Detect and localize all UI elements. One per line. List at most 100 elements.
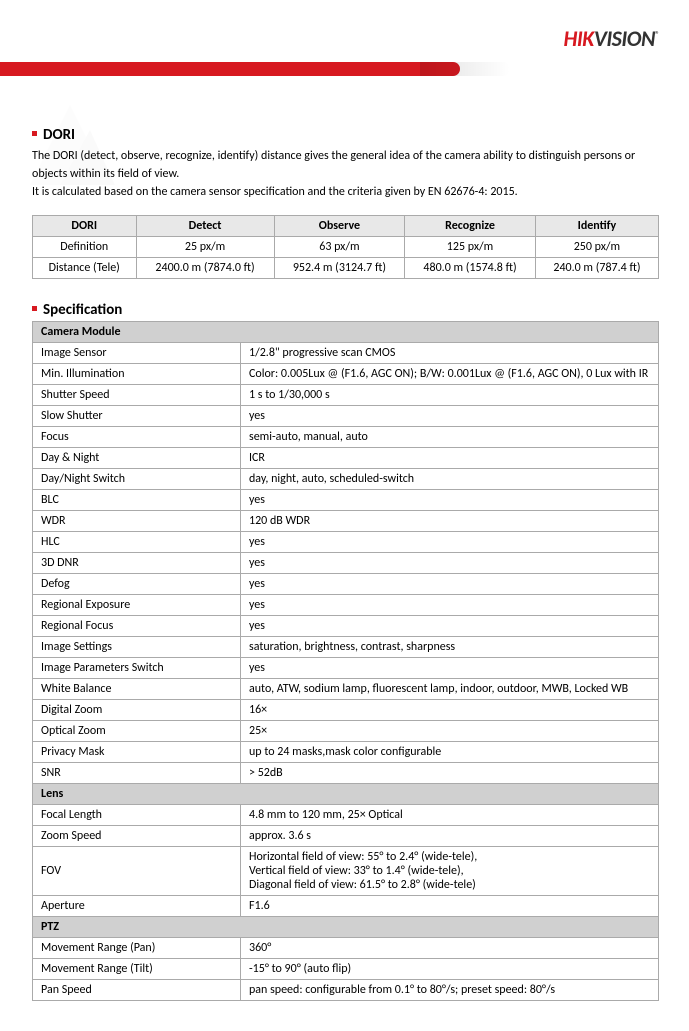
spec-row: Slow Shutteryes (33, 406, 659, 427)
spec-row: Day & NightICR (33, 448, 659, 469)
spec-row: SNR> 52dB (33, 763, 659, 784)
spec-label: Image Settings (33, 637, 241, 658)
spec-label: Digital Zoom (33, 700, 241, 721)
spec-row: Digital Zoom16× (33, 700, 659, 721)
spec-label: WDR (33, 511, 241, 532)
spec-section-header: Camera Module (33, 322, 659, 343)
spec-value: yes (241, 406, 659, 427)
spec-label: Defog (33, 574, 241, 595)
spec-title: Specification (43, 301, 122, 319)
logo-vision: VISION (594, 25, 655, 52)
dori-col-recognize: Recognize (405, 216, 536, 237)
dori-row: Distance (Tele)2400.0 m (7874.0 ft)952.4… (33, 258, 659, 279)
spec-value: ICR (241, 448, 659, 469)
spec-row: Zoom Speedapprox. 3.6 s (33, 826, 659, 847)
spec-value: up to 24 masks,mask color configurable (241, 742, 659, 763)
spec-heading: Specification (32, 301, 659, 319)
spec-label: Aperture (33, 896, 241, 917)
spec-label: Image Sensor (33, 343, 241, 364)
spec-section-header: PTZ (33, 917, 659, 938)
spec-label: Optical Zoom (33, 721, 241, 742)
spec-label: Movement Range (Tilt) (33, 959, 241, 980)
spec-row: Pan Speedpan speed: configurable from 0.… (33, 980, 659, 1001)
dori-intro-line2: It is calculated based on the camera sen… (32, 185, 518, 199)
spec-row: White Balanceauto, ATW, sodium lamp, flu… (33, 679, 659, 700)
dori-title: DORI (43, 126, 75, 144)
spec-value: saturation, brightness, contrast, sharpn… (241, 637, 659, 658)
spec-row: Image Settingssaturation, brightness, co… (33, 637, 659, 658)
spec-label: Slow Shutter (33, 406, 241, 427)
spec-row: Day/Night Switchday, night, auto, schedu… (33, 469, 659, 490)
spec-value: yes (241, 490, 659, 511)
spec-label: Zoom Speed (33, 826, 241, 847)
dori-intro: The DORI (detect, observe, recognize, id… (32, 147, 659, 201)
spec-row: WDR120 dB WDR (33, 511, 659, 532)
spec-row: Defogyes (33, 574, 659, 595)
spec-row: HLCyes (33, 532, 659, 553)
dori-cell: 240.0 m (787.4 ft) (535, 258, 658, 279)
dori-cell: 25 px/m (136, 237, 274, 258)
spec-table: Camera ModuleImage Sensor1/2.8" progress… (32, 321, 659, 1001)
dori-col-observe: Observe (274, 216, 405, 237)
dori-col-identify: Identify (535, 216, 658, 237)
logo: HIKVISION® (0, 0, 689, 62)
spec-value: pan speed: configurable from 0.1° to 80°… (241, 980, 659, 1001)
spec-value: approx. 3.6 s (241, 826, 659, 847)
spec-label: FOV (33, 847, 241, 896)
spec-value: yes (241, 595, 659, 616)
spec-value: 16× (241, 700, 659, 721)
spec-value: yes (241, 574, 659, 595)
spec-value: yes (241, 658, 659, 679)
dori-intro-line1: The DORI (detect, observe, recognize, id… (32, 149, 635, 181)
spec-row: Image Sensor1/2.8" progressive scan CMOS (33, 343, 659, 364)
spec-row: Shutter Speed1 s to 1/30,000 s (33, 385, 659, 406)
spec-value: 120 dB WDR (241, 511, 659, 532)
spec-row: FOVHorizontal field of view: 55° to 2.4°… (33, 847, 659, 896)
dori-cell: 2400.0 m (7874.0 ft) (136, 258, 274, 279)
spec-row: Min. IlluminationColor: 0.005Lux @ (F1.6… (33, 364, 659, 385)
spec-row: Movement Range (Pan)360° (33, 938, 659, 959)
dori-col-detect: Detect (136, 216, 274, 237)
spec-row: 3D DNRyes (33, 553, 659, 574)
spec-row: Optical Zoom25× (33, 721, 659, 742)
spec-value: Horizontal field of view: 55° to 2.4° (w… (241, 847, 659, 896)
spec-label: Day/Night Switch (33, 469, 241, 490)
spec-value: yes (241, 532, 659, 553)
red-accent-bar (0, 62, 689, 76)
spec-value: day, night, auto, scheduled-switch (241, 469, 659, 490)
dori-table: DORI Detect Observe Recognize Identify D… (32, 215, 659, 279)
spec-label: Day & Night (33, 448, 241, 469)
dori-cell: 250 px/m (535, 237, 658, 258)
spec-label: HLC (33, 532, 241, 553)
dori-col-label: DORI (33, 216, 137, 237)
spec-label: SNR (33, 763, 241, 784)
spec-label: Shutter Speed (33, 385, 241, 406)
spec-value: > 52dB (241, 763, 659, 784)
spec-section-header: Lens (33, 784, 659, 805)
dori-cell: 63 px/m (274, 237, 405, 258)
spec-label: Pan Speed (33, 980, 241, 1001)
spec-row: Image Parameters Switchyes (33, 658, 659, 679)
spec-label: White Balance (33, 679, 241, 700)
spec-label: Privacy Mask (33, 742, 241, 763)
spec-value: F1.6 (241, 896, 659, 917)
spec-value: 360° (241, 938, 659, 959)
logo-hik: HIK (564, 25, 594, 52)
spec-label: Min. Illumination (33, 364, 241, 385)
spec-value: auto, ATW, sodium lamp, fluorescent lamp… (241, 679, 659, 700)
dori-cell: 480.0 m (1574.8 ft) (405, 258, 536, 279)
spec-label: 3D DNR (33, 553, 241, 574)
spec-row: BLCyes (33, 490, 659, 511)
spec-value: yes (241, 616, 659, 637)
spec-label: Image Parameters Switch (33, 658, 241, 679)
spec-value: yes (241, 553, 659, 574)
spec-row: Regional Focusyes (33, 616, 659, 637)
dori-cell: Definition (33, 237, 137, 258)
dori-cell: Distance (Tele) (33, 258, 137, 279)
logo-trademark: ® (655, 30, 659, 41)
dori-heading: DORI (32, 126, 659, 144)
spec-label: Regional Exposure (33, 595, 241, 616)
spec-row: Focussemi-auto, manual, auto (33, 427, 659, 448)
spec-label: Focus (33, 427, 241, 448)
spec-value: -15° to 90° (auto flip) (241, 959, 659, 980)
